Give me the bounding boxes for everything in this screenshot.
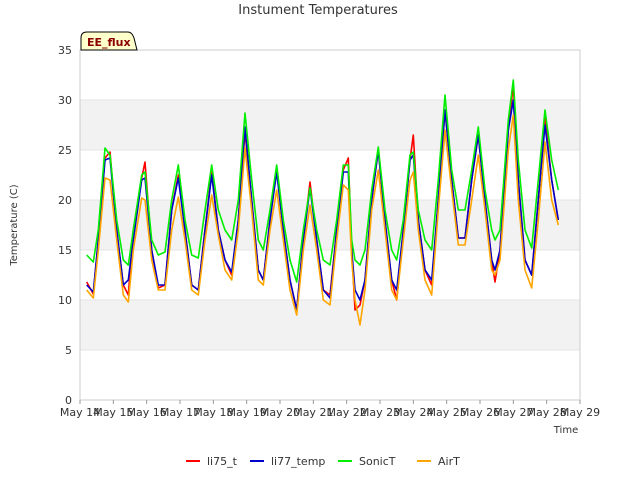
x-tick-label: May 15 [93,406,133,419]
series-line-AirT [86,114,560,326]
y-tick-label: 30 [58,94,72,107]
x-tick-label: May 21 [293,406,333,419]
badge-label: EE_flux [87,36,131,49]
x-tick-label: May 16 [127,406,167,419]
series-lines [85,79,560,326]
y-tick-label: 10 [58,294,72,307]
x-tick-label: May 23 [360,406,400,419]
x-tick-label: May 26 [460,406,500,419]
x-tick-label: May 28 [527,406,567,419]
y-tick-label: 25 [58,144,72,157]
x-tick-label: May 22 [327,406,367,419]
x-tick-label: May 24 [393,406,433,419]
series-line-SonicT [86,79,560,283]
x-tick-label: May 19 [227,406,267,419]
legend-label: li77_temp [271,455,325,468]
y-tick-label: 15 [58,244,72,257]
plot-frame [79,49,581,401]
band [80,200,580,250]
x-tick-label: May 18 [193,406,233,419]
y-tick-label: 0 [65,394,72,407]
y-tick-label: 5 [65,344,72,357]
legend-label: li75_t [207,455,238,468]
chart-title: Instument Temperatures [238,3,398,18]
x-tick-label: May 25 [427,406,467,419]
x-tick-label: May 29 [560,406,600,419]
y-tick-label: 35 [58,44,72,57]
x-axis-label: Time [553,425,578,436]
x-tick-label: May 20 [260,406,300,419]
plot-bands [80,100,580,350]
x-tick-label: May 14 [60,406,100,419]
legend-label: SonicT [359,455,396,468]
badge: EE_flux [80,31,138,51]
x-tick-label: May 17 [160,406,200,419]
y-axis-label: Temperature (C) [9,184,20,266]
y-tick-label: 20 [58,194,72,207]
legend-label: AirT [438,455,460,468]
band [80,300,580,350]
legend: li75_t li77_temp SonicT AirT [186,455,460,468]
y-tick-labels: 0 5 10 15 20 25 30 35 [58,44,72,407]
band [80,100,580,150]
x-tick-label: May 27 [493,406,533,419]
